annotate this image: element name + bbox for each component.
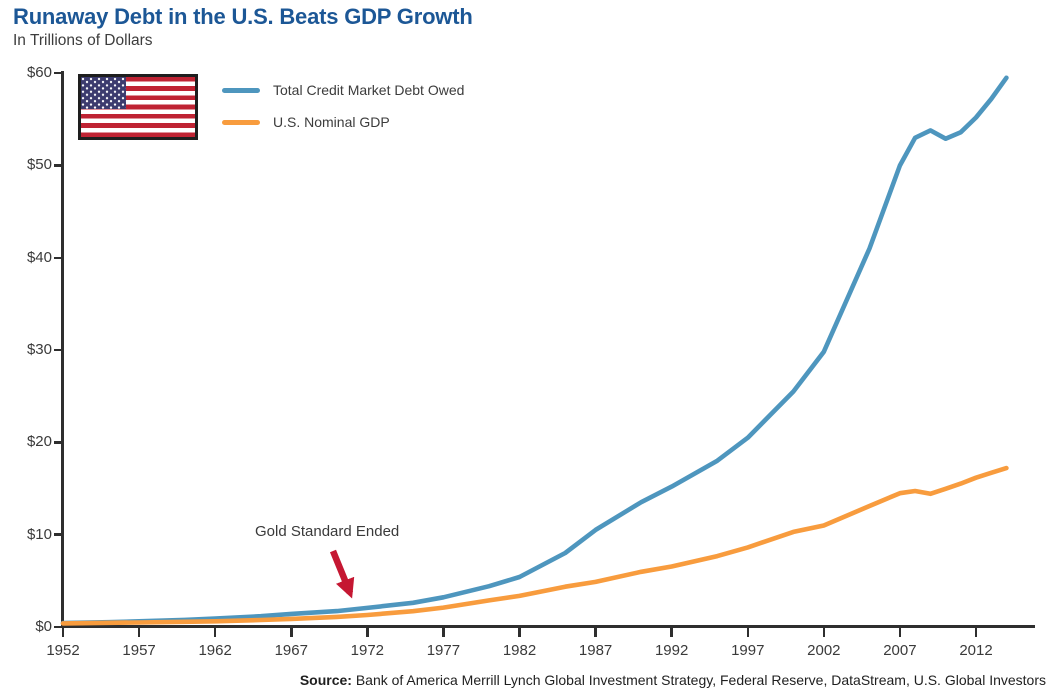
annotation-gold-standard: Gold Standard Ended <box>255 523 400 540</box>
x-axis-tick <box>61 625 65 637</box>
legend-label-gdp: U.S. Nominal GDP <box>273 114 390 130</box>
x-axis-tick-label: 1997 <box>731 642 765 659</box>
x-axis-tick-label: 1992 <box>654 642 689 659</box>
x-axis-tick-label: 1987 <box>578 642 613 659</box>
x-axis-tick-label: 1972 <box>350 642 385 659</box>
x-axis-tick-label: 2007 <box>883 642 917 659</box>
y-axis-tick <box>54 348 62 352</box>
x-axis-tick-label: 1967 <box>274 642 308 659</box>
x-axis-tick-label: 2012 <box>959 642 993 659</box>
chart-units-subtitle: In Trillions of Dollars <box>13 32 153 49</box>
legend-label-debt: Total Credit Market Debt Owed <box>273 82 465 98</box>
y-axis-tick <box>54 441 62 444</box>
legend-swatch-debt <box>222 88 260 93</box>
x-axis-tick <box>213 625 217 637</box>
line-us-nominal-gdp <box>60 465 1009 626</box>
source-label: Source: <box>299 672 352 688</box>
y-axis-tick-label: $60 <box>26 64 52 82</box>
x-axis-tick <box>442 625 445 637</box>
y-axis-tick-label: $10 <box>26 525 52 543</box>
source-text: Bank of America Merrill Lynch Global Inv… <box>351 672 1046 688</box>
y-axis-tick <box>54 625 62 629</box>
x-axis-tick-label: 1977 <box>426 642 461 659</box>
x-axis-tick-label: 1982 <box>502 642 537 659</box>
x-axis-tick <box>290 625 293 637</box>
line-total-credit-market-debt <box>60 75 1009 626</box>
annotation-arrow-icon <box>329 549 355 599</box>
x-axis-line <box>61 625 1035 628</box>
x-axis-tick <box>366 625 369 637</box>
y-axis-tick-label: $20 <box>26 433 52 451</box>
x-axis-tick <box>594 625 597 637</box>
x-axis-tick <box>898 625 902 637</box>
x-axis-tick-label: 2002 <box>807 642 841 659</box>
x-axis-tick <box>822 625 826 637</box>
y-axis-tick <box>54 71 62 75</box>
us-flag-icon <box>78 74 198 140</box>
source-line: Source: Bank of America Merrill Lynch Gl… <box>0 672 1046 688</box>
x-axis-tick <box>518 625 521 637</box>
us-flag-canton <box>81 77 126 110</box>
y-axis-tick <box>54 164 62 167</box>
y-axis-tick <box>54 256 62 260</box>
y-axis-tick-label: $0 <box>35 617 52 635</box>
y-axis-tick <box>54 533 62 536</box>
y-axis-tick-label: $40 <box>26 248 52 266</box>
x-axis-tick-label: 1952 <box>46 642 80 659</box>
x-axis-tick <box>670 625 673 637</box>
page-title: Runaway Debt in the U.S. Beats GDP Growt… <box>13 4 473 29</box>
x-axis-tick-label: 1957 <box>122 642 156 659</box>
x-axis-tick-label: 1962 <box>198 642 232 659</box>
y-axis-tick-label: $50 <box>26 156 52 174</box>
x-axis-tick <box>746 625 750 637</box>
x-axis-tick <box>137 625 141 637</box>
y-axis-tick-label: $30 <box>26 340 52 358</box>
legend-swatch-gdp <box>222 120 260 125</box>
x-axis-tick <box>974 625 978 637</box>
